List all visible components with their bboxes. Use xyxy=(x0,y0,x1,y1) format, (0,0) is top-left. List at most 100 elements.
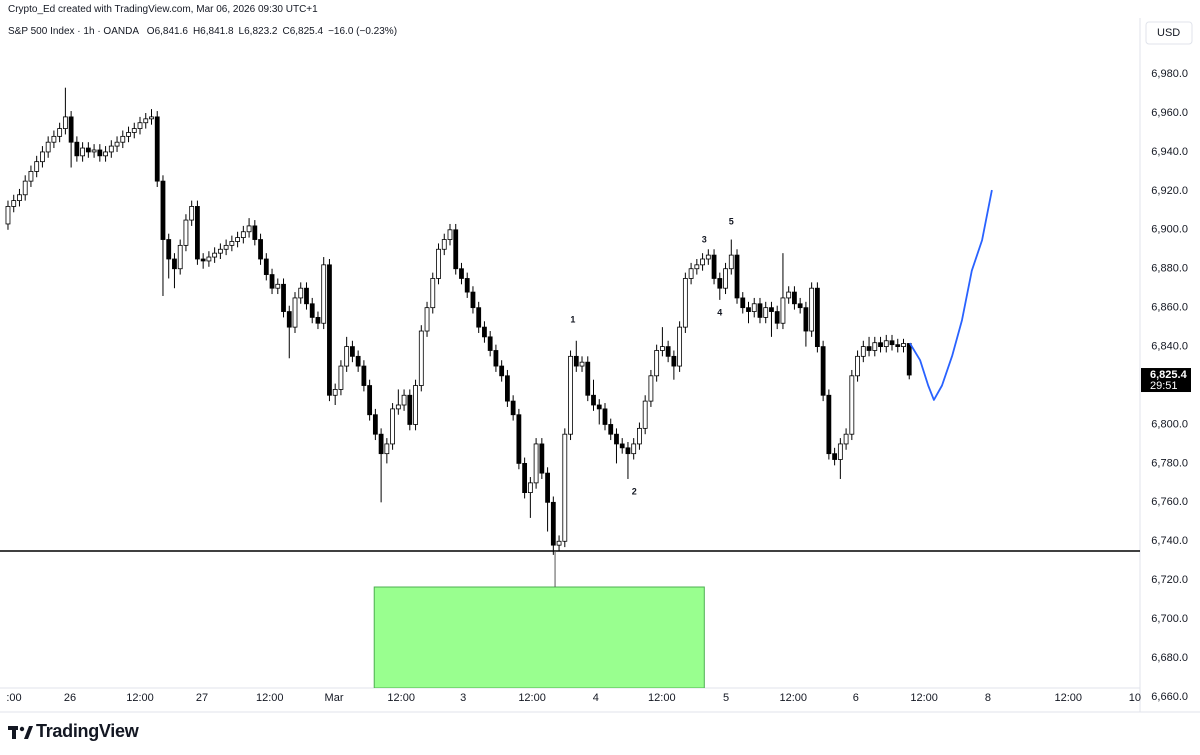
candle-body xyxy=(545,472,550,503)
candle-body xyxy=(550,501,556,546)
brand: TradingView xyxy=(36,721,139,741)
candle-body xyxy=(843,433,849,445)
candle-body xyxy=(447,229,453,240)
symbol: S&P 500 Index · 1h · OANDA xyxy=(8,26,139,37)
candle-body xyxy=(413,385,418,425)
candle-body xyxy=(390,408,395,445)
candle-body xyxy=(418,330,424,386)
y-tick-label: 6,880.0 xyxy=(1151,263,1188,275)
candle-body xyxy=(223,244,229,250)
x-tick-label: 26 xyxy=(64,692,76,704)
candle-body xyxy=(57,128,63,137)
ohlc-value: 6,823.2 xyxy=(244,26,278,37)
candle-body xyxy=(212,252,218,258)
candle-body xyxy=(642,400,648,429)
y-tick-label: 6,740.0 xyxy=(1151,535,1188,547)
candle-body xyxy=(378,433,384,455)
x-tick-label: 12:00 xyxy=(1054,692,1082,704)
ohlc-value: 6,825.4 xyxy=(289,26,324,37)
y-tick-label: 6,940.0 xyxy=(1151,146,1188,158)
y-tick-label: 6,980.0 xyxy=(1151,68,1188,80)
candle-body xyxy=(401,394,407,406)
candle-body xyxy=(183,219,189,246)
candle-body xyxy=(866,346,872,351)
candle-body xyxy=(740,297,746,309)
y-tick-label: 6,780.0 xyxy=(1151,457,1188,469)
y-tick-label: 6,700.0 xyxy=(1151,613,1188,625)
candle-body xyxy=(711,254,717,279)
candle-body xyxy=(901,343,906,347)
legend: S&P 500 Index · 1h · OANDA O6,841.6 H6,84… xyxy=(8,26,402,37)
candle-body xyxy=(350,346,355,357)
demand-zone xyxy=(373,586,705,688)
candle-body xyxy=(723,268,728,289)
y-tick-label: 6,800.0 xyxy=(1151,418,1188,430)
ohlc-value: 6,841.8 xyxy=(200,26,234,37)
candle-body xyxy=(493,350,499,367)
currency: USD xyxy=(1157,27,1180,39)
ohlc-item: H6,841.8 xyxy=(193,26,234,37)
x-tick-label: 12:00 xyxy=(648,692,676,704)
candle-body xyxy=(11,200,17,207)
candle-body xyxy=(5,206,11,225)
candle-body xyxy=(694,264,700,270)
change: −16.0 (−0.23%) xyxy=(328,26,398,37)
candle-body xyxy=(878,342,883,347)
ohlc-key: L xyxy=(238,26,245,37)
candle-body xyxy=(849,375,855,435)
candle-body xyxy=(459,268,464,279)
candle-body xyxy=(275,283,281,289)
candle-body xyxy=(217,248,223,254)
y-tick-label: 6,760.0 xyxy=(1151,496,1188,508)
candle-body xyxy=(763,307,769,318)
candle-body xyxy=(774,311,780,324)
candle-body xyxy=(906,343,912,376)
candle-body xyxy=(206,256,212,262)
candle-body xyxy=(769,307,774,312)
candle-body xyxy=(22,180,28,196)
x-tick-label: 12:00 xyxy=(910,692,938,704)
currency-box xyxy=(1145,21,1193,45)
candle-body xyxy=(292,297,298,328)
candle-body xyxy=(407,394,413,425)
ohlc-key: H xyxy=(192,26,201,37)
x-tick-label: 5 xyxy=(723,692,729,704)
candle-body xyxy=(131,128,137,133)
candle-body xyxy=(482,326,487,338)
candle-body xyxy=(80,147,86,157)
x-tick-label: 27 xyxy=(196,692,208,704)
candle-body xyxy=(269,274,275,289)
ohlc-key: O xyxy=(146,26,155,37)
candle-body xyxy=(539,443,545,474)
wave-label: 1 xyxy=(570,315,575,325)
candle-body xyxy=(177,244,183,270)
candle-body xyxy=(625,447,631,455)
ohlc-item: L6,823.2 xyxy=(239,26,278,37)
candle-body xyxy=(470,291,476,309)
candle-body xyxy=(522,462,528,493)
price-tag xyxy=(1141,368,1191,393)
x-tick-label: 12:00 xyxy=(387,692,415,704)
candle-body xyxy=(103,151,108,157)
candle-body xyxy=(344,346,350,367)
candle-body xyxy=(355,355,361,367)
candle-body xyxy=(637,427,642,445)
candle-body xyxy=(614,433,619,445)
candle-body xyxy=(68,116,74,143)
candle-body xyxy=(688,268,694,279)
candle-body xyxy=(797,303,803,309)
candle-body xyxy=(126,132,131,137)
candle-body xyxy=(705,254,711,260)
y-tick-label: 6,680.0 xyxy=(1151,652,1188,664)
x-tick-label: 12:00 xyxy=(126,692,154,704)
ohlc-key: C xyxy=(282,26,290,37)
candle-body xyxy=(562,433,568,542)
ohlc-item: O6,841.6 xyxy=(147,26,188,37)
candle-body xyxy=(883,340,889,348)
candle-body xyxy=(872,342,878,351)
candle-body xyxy=(361,365,367,386)
x-tick-label: 4 xyxy=(593,692,599,704)
candle-body xyxy=(114,141,120,147)
